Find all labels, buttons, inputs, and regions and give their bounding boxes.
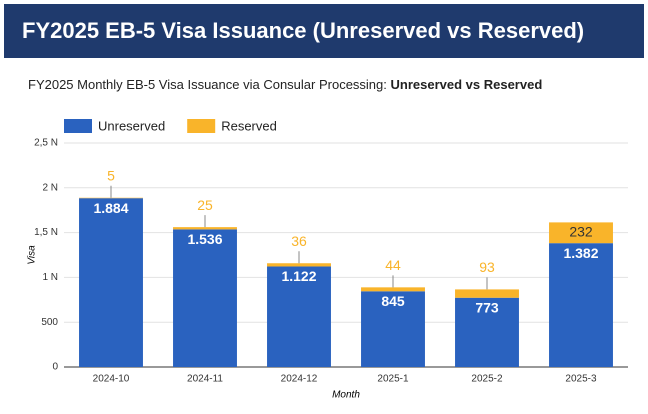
data-label: 845 (381, 293, 405, 309)
x-tick-label: 2024-11 (187, 374, 223, 385)
bar-segment (455, 289, 519, 298)
x-tick-label: 2024-10 (93, 374, 130, 385)
header-banner (4, 4, 644, 58)
y-tick-label: 1 N (42, 272, 58, 283)
data-label: 93 (479, 259, 495, 275)
y-tick-label: 1,5 N (34, 227, 58, 238)
data-label: 36 (291, 233, 307, 249)
data-label: 232 (569, 223, 593, 239)
bar-segment (361, 291, 425, 367)
data-label: 5 (107, 167, 115, 183)
data-label: 773 (475, 299, 499, 315)
bar-segment (361, 287, 425, 292)
bar-segment (455, 297, 519, 367)
data-label: 1.382 (563, 245, 598, 261)
subtitle-bold: Unreserved vs Reserved (391, 77, 543, 92)
y-tick-label: 2,5 N (34, 138, 58, 149)
x-tick-label: 2025-2 (471, 374, 503, 385)
header-title: FY2025 EB-5 Visa Issuance (Unreserved vs… (22, 18, 584, 43)
x-tick-label: 2025-3 (565, 374, 597, 385)
data-label: 1.122 (281, 268, 316, 284)
subtitle-text: FY2025 Monthly EB-5 Visa Issuance via Co… (28, 77, 391, 92)
legend-label: Reserved (221, 118, 277, 133)
bar-segment (549, 243, 613, 367)
bar-segment (173, 229, 237, 367)
chart-subtitle: FY2025 Monthly EB-5 Visa Issuance via Co… (28, 77, 542, 92)
bar-segment (549, 222, 613, 244)
legend-swatch (187, 119, 216, 133)
bar-segment (173, 227, 237, 230)
x-tick-label: 2024-12 (281, 374, 318, 385)
y-tick-label: 0 (52, 362, 58, 373)
y-axis-title: Visa (27, 245, 38, 265)
legend-swatch (64, 119, 92, 133)
y-tick-label: 500 (41, 317, 58, 328)
legend-label: Unreserved (98, 118, 165, 133)
bar-segment (79, 198, 143, 367)
data-label: 1.536 (187, 231, 222, 247)
x-axis-title: Month (332, 390, 360, 401)
data-label: 44 (385, 257, 401, 273)
bar-segment (267, 266, 331, 367)
x-tick-label: 2025-1 (377, 374, 409, 385)
bar-segment (267, 263, 331, 267)
y-tick-label: 2 N (42, 182, 58, 193)
data-label: 25 (197, 197, 213, 213)
data-label: 1.884 (93, 200, 128, 216)
